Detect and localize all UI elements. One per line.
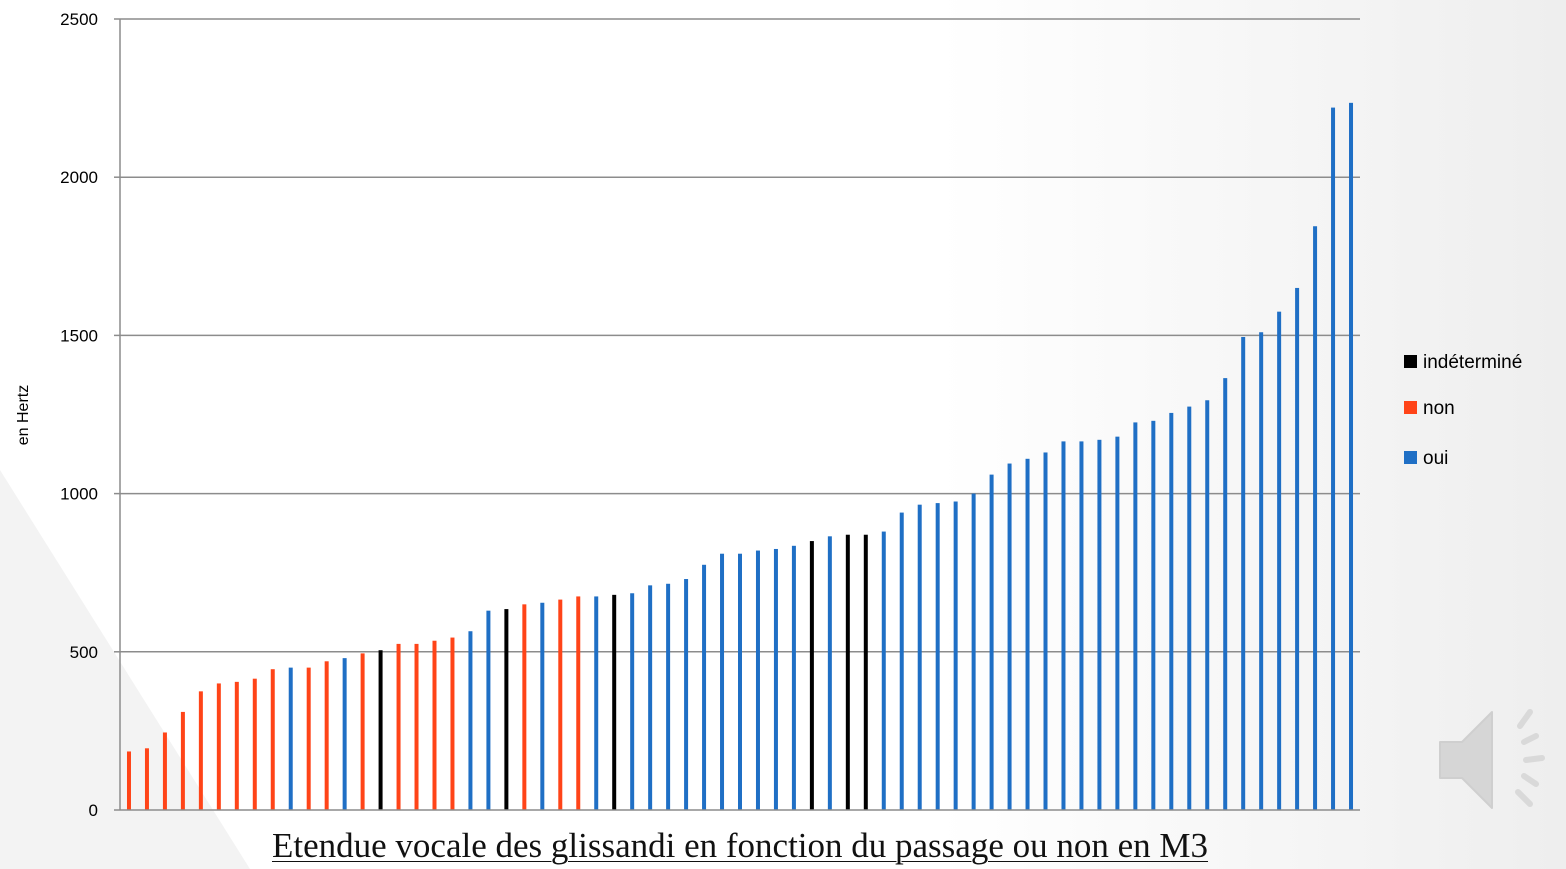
bar-oui bbox=[1313, 226, 1318, 810]
bar-non bbox=[234, 681, 239, 810]
legend-swatch bbox=[1404, 401, 1417, 414]
bar-non bbox=[432, 640, 437, 810]
bar-oui bbox=[1349, 102, 1354, 810]
bar-non bbox=[144, 748, 149, 810]
bar-oui bbox=[1079, 441, 1084, 810]
bar-oui bbox=[1187, 406, 1192, 810]
legend-item: oui bbox=[1404, 448, 1448, 469]
bar-non bbox=[306, 667, 311, 810]
bar-oui bbox=[1115, 436, 1120, 810]
legend-item: non bbox=[1404, 398, 1455, 419]
legend-swatch bbox=[1404, 355, 1417, 368]
bar-oui bbox=[1025, 458, 1030, 810]
bar-oui bbox=[953, 501, 958, 810]
legend: indéterminé non oui bbox=[1404, 352, 1522, 469]
bars bbox=[126, 102, 1354, 811]
bar-non bbox=[180, 711, 185, 810]
bar-oui bbox=[1133, 422, 1138, 810]
bar-non bbox=[324, 661, 329, 810]
bar-oui bbox=[720, 553, 725, 810]
bar-oui bbox=[288, 667, 293, 810]
bar-oui bbox=[702, 564, 707, 810]
bar-oui bbox=[971, 493, 976, 810]
legend-item: indéterminé bbox=[1404, 352, 1522, 373]
bar-oui bbox=[684, 579, 689, 810]
y-tick-label: 1500 bbox=[60, 326, 98, 345]
bar-oui bbox=[342, 658, 347, 810]
y-axis-label: en Hertz bbox=[15, 385, 32, 445]
bar-non bbox=[216, 683, 221, 810]
bar-non bbox=[558, 599, 563, 810]
bar-indéterminé bbox=[809, 541, 814, 810]
bar-non bbox=[414, 643, 419, 810]
bar-oui bbox=[1043, 452, 1048, 810]
bar-oui bbox=[1169, 412, 1174, 810]
bar-non bbox=[252, 678, 257, 810]
bar-oui bbox=[1151, 420, 1156, 810]
y-tick-label: 1000 bbox=[60, 485, 98, 504]
bar-oui bbox=[791, 545, 796, 810]
y-tick-labels: 0 500 1000 1500 2000 2500 bbox=[60, 10, 120, 820]
bar-oui bbox=[1205, 400, 1210, 810]
bar-oui bbox=[630, 593, 635, 810]
bar-indéterminé bbox=[612, 594, 617, 810]
bar-non bbox=[396, 643, 401, 810]
y-tick-label: 2000 bbox=[60, 168, 98, 187]
bar-indéterminé bbox=[845, 534, 850, 810]
bar-oui bbox=[1277, 311, 1282, 810]
bar-oui bbox=[935, 503, 940, 810]
bar-oui bbox=[1259, 332, 1264, 810]
bar-oui bbox=[827, 536, 832, 810]
bar-oui bbox=[1241, 336, 1246, 810]
bar-non bbox=[522, 604, 527, 810]
bar-non bbox=[450, 637, 455, 810]
bar-indéterminé bbox=[504, 609, 509, 810]
bar-oui bbox=[540, 602, 545, 810]
bar-oui bbox=[917, 504, 922, 810]
bar-oui bbox=[594, 596, 599, 810]
bar-oui bbox=[1223, 378, 1228, 810]
legend-swatch bbox=[1404, 451, 1417, 464]
bar-oui bbox=[881, 531, 886, 810]
speaker-icon[interactable] bbox=[1434, 700, 1554, 820]
legend-label: non bbox=[1423, 398, 1455, 419]
bar-oui bbox=[738, 553, 742, 810]
bar-non bbox=[126, 751, 131, 810]
bar-indéterminé bbox=[863, 534, 868, 810]
bar-non bbox=[576, 596, 581, 810]
y-tick-label: 2500 bbox=[60, 10, 98, 29]
bar-non bbox=[162, 732, 167, 810]
y-tick-label: 500 bbox=[70, 643, 98, 662]
bar-oui bbox=[899, 512, 904, 810]
bar-non bbox=[270, 669, 275, 810]
legend-label: oui bbox=[1423, 448, 1448, 469]
bar-oui bbox=[1331, 107, 1336, 811]
chart-caption: Etendue vocale des glissandi en fonction… bbox=[271, 826, 1209, 865]
bar-oui bbox=[755, 550, 760, 810]
bar-oui bbox=[1061, 441, 1066, 810]
bar-oui bbox=[773, 548, 778, 810]
bar-oui bbox=[486, 610, 491, 810]
legend-label: indéterminé bbox=[1423, 352, 1522, 373]
bar-non bbox=[360, 653, 365, 810]
bar-non bbox=[198, 691, 203, 810]
bar-oui bbox=[648, 585, 653, 810]
bar-oui bbox=[1097, 439, 1102, 810]
bar-oui bbox=[468, 631, 473, 810]
bar-oui bbox=[666, 583, 671, 810]
bar-indéterminé bbox=[378, 650, 383, 810]
axes bbox=[119, 19, 1360, 811]
bar-oui bbox=[1295, 287, 1300, 810]
bar-oui bbox=[1007, 463, 1012, 810]
y-tick-label: 0 bbox=[89, 801, 98, 820]
bar-oui bbox=[989, 474, 994, 810]
